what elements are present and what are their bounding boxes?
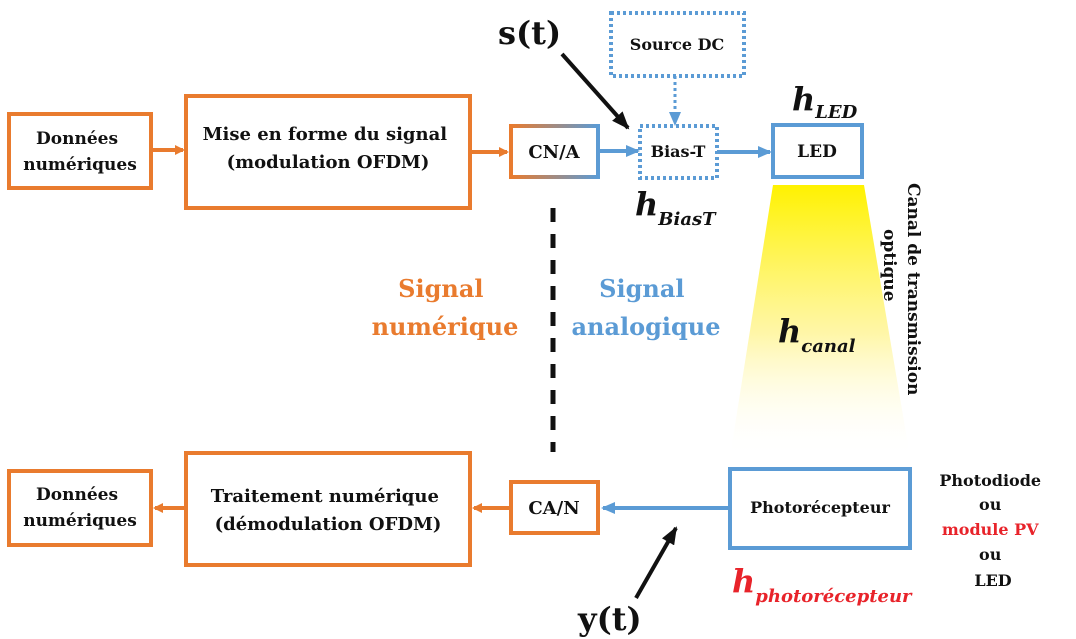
svg-text:Canal de transmission: Canal de transmission [903, 183, 923, 395]
svg-text:Traitement numérique (démo: Traitement numérique (démodulation OFDM) [211, 486, 445, 535]
source-dc-box [609, 11, 746, 78]
shaping-label-1: Mise en forme du signal [203, 124, 448, 145]
processing-label-1: Traitement numérique [211, 486, 439, 507]
processing-label-2: (démodulation OFDM) [215, 514, 442, 535]
rx-data-label-1: Données [36, 485, 118, 505]
signal-shaping-box [184, 94, 472, 210]
led-box [771, 123, 864, 179]
yt-pointer-arrow [634, 526, 678, 599]
h-photoreceptor-label: hphotorécepteur [732, 562, 913, 607]
svg-text:optique: optique [879, 229, 899, 302]
tx-data-box [7, 112, 153, 190]
adc-label: CA/N [528, 498, 579, 519]
svg-text:Données numériques: Données numériques [23, 485, 137, 531]
adc-box [509, 480, 600, 535]
receiver-alternatives: Photodiode ou module PV ou LED [939, 471, 1046, 590]
svg-text:Mise en forme du signal (m: Mise en forme du signal (modulation OFDM… [203, 124, 454, 173]
dac-label: CN/A [528, 142, 580, 163]
bias-t-label: Bias-T [651, 142, 706, 161]
svg-text:Données numériques: Données numériques [23, 129, 137, 175]
st-pointer-arrow [560, 52, 630, 130]
yt-label: y(t) [577, 600, 642, 638]
source-dc-label: Source DC [630, 35, 724, 54]
h-led-label: hLED [792, 80, 858, 123]
digital-signal-label: Signal numérique [372, 274, 519, 341]
channel-label: Canal de transmission optique [879, 183, 923, 395]
h-biast-label: hBiasT [635, 185, 717, 230]
digital-processing-box [184, 451, 472, 567]
shaping-label-2: (modulation OFDM) [227, 152, 430, 173]
tx-data-label-2: numériques [23, 155, 137, 175]
h-canal-label: hcanal [778, 312, 856, 357]
analog-signal-label: Signal analogique [571, 274, 720, 341]
rx-data-box [7, 469, 153, 547]
st-label: s(t) [498, 14, 561, 52]
photoreceptor-label: Photorécepteur [750, 498, 890, 517]
tx-data-label-1: Données [36, 129, 118, 149]
optical-channel-beam [730, 185, 910, 457]
rx-data-label-2: numériques [23, 511, 137, 531]
led-label: LED [797, 142, 837, 162]
